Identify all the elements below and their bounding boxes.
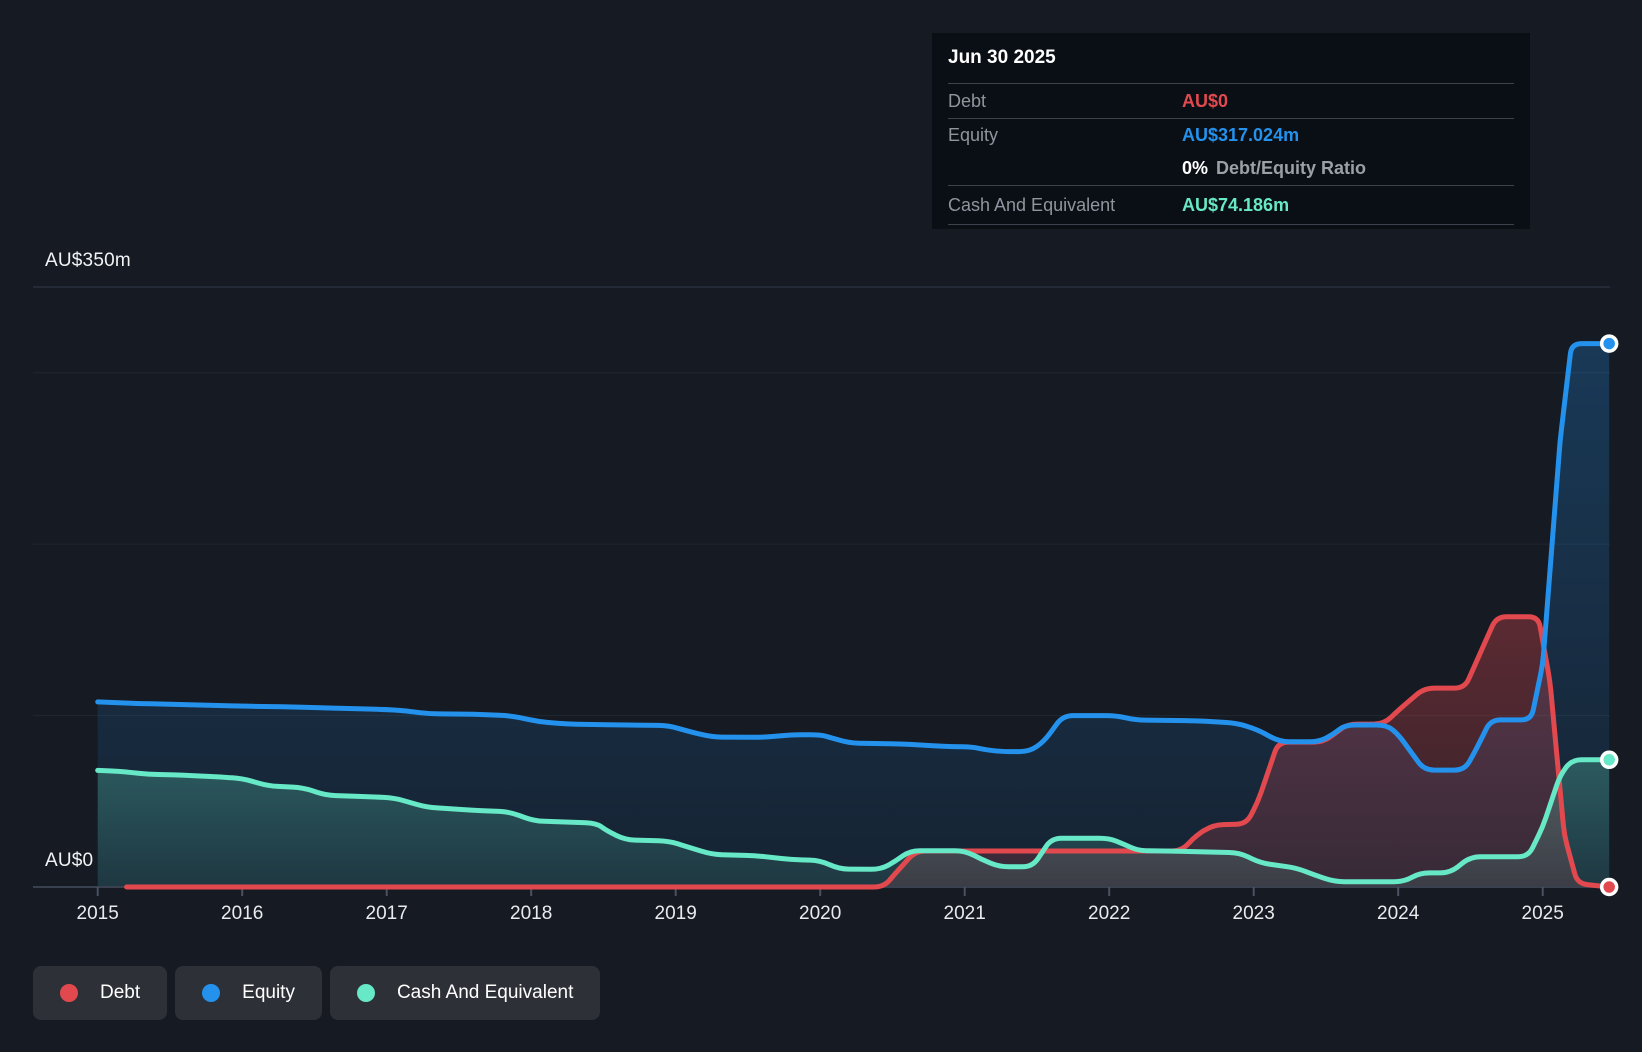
legend-item-debt[interactable]: Debt [33, 966, 168, 1020]
tooltip-equity-label: Equity [948, 125, 999, 145]
tooltip-bottom-divider [948, 224, 1514, 225]
cash-series-dot-icon [356, 984, 375, 1002]
chart-legend: Debt Equity Cash And Equivalent [33, 966, 601, 1020]
cash-and-equivalent-line [95, 757, 1612, 885]
y-axis-zero-label: AU$0 [45, 850, 94, 871]
x-axis-label-2024: 2024 [1377, 903, 1420, 924]
equity-line [95, 341, 1612, 773]
debt-series-dot-icon [60, 984, 78, 1002]
x-axis-label-2017: 2017 [365, 903, 408, 924]
tooltip-debt-label: Debt [948, 90, 987, 111]
legend-debt-label: Debt [100, 982, 141, 1003]
legend-item-cash[interactable]: Cash And Equivalent [329, 966, 601, 1020]
cash-and-equivalent-area [97, 759, 1610, 887]
cash-and-equivalent-endpoint-marker [1599, 750, 1619, 770]
tooltip-row-equity: Equity AU$317.024m 0% Debt/Equity Ratio [948, 118, 1514, 185]
legend-cash-label: Cash And Equivalent [396, 982, 574, 1003]
tooltip-row-cash: Cash And Equivalent AU$74.186m [948, 185, 1514, 224]
tooltip-equity-value: AU$317.024m [1182, 125, 1300, 145]
tooltip-ratio-value: 0% [1182, 158, 1209, 178]
x-axis-label-2015: 2015 [76, 903, 119, 924]
x-axis-label-2020: 2020 [799, 903, 842, 924]
tooltip-ratio-label: Debt/Equity Ratio [1216, 158, 1367, 178]
tooltip-cash-label: Cash And Equivalent [948, 194, 1116, 215]
legend-item-equity[interactable]: Equity [175, 966, 322, 1020]
debt-area [126, 616, 1610, 887]
chart-tooltip: Jun 30 2025 Debt AU$0 Equity AU$317.024m… [932, 33, 1530, 229]
tooltip-cash-value: AU$74.186m [1182, 194, 1290, 215]
x-axis-label-2022: 2022 [1088, 903, 1131, 924]
y-axis-max-label: AU$350m [45, 250, 131, 271]
tooltip-row-debt: Debt AU$0 [948, 83, 1514, 118]
tooltip-date-title: Jun 30 2025 [948, 47, 1056, 68]
legend-equity-label: Equity [242, 982, 295, 1003]
x-axis-label-2016: 2016 [221, 903, 264, 924]
x-axis-label-2023: 2023 [1232, 903, 1275, 924]
equity-area [97, 343, 1610, 888]
x-axis-label-2021: 2021 [943, 903, 986, 924]
tooltip-debt-value: AU$0 [1182, 90, 1229, 111]
equity-endpoint-marker [1599, 334, 1619, 353]
debt-endpoint-marker [1599, 877, 1619, 897]
x-axis-label-2019: 2019 [654, 903, 697, 924]
x-axis-label-2018: 2018 [510, 903, 553, 924]
equity-series-dot-icon [202, 984, 221, 1002]
x-axis-label-2025: 2025 [1521, 903, 1564, 924]
